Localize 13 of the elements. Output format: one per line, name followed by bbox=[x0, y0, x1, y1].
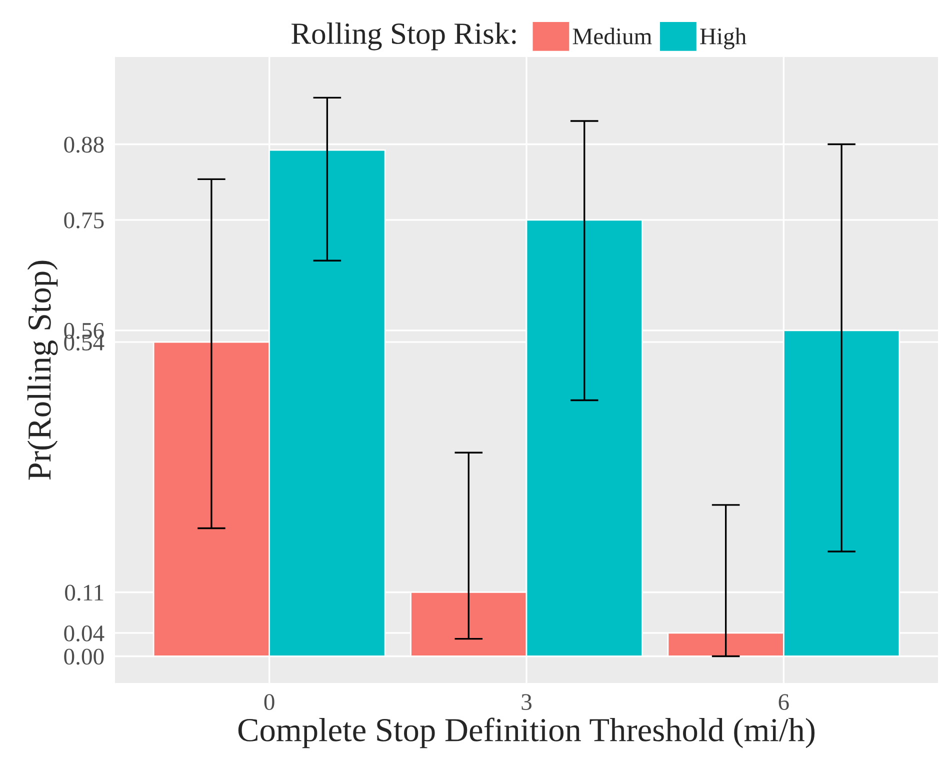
y-tick-label: 0.04 bbox=[64, 625, 104, 642]
y-tick-label: 0.88 bbox=[64, 136, 104, 153]
x-tick-label: 0 bbox=[264, 694, 274, 710]
y-tick-label: 0.00 bbox=[64, 648, 104, 665]
x-tick-label: 6 bbox=[778, 694, 789, 710]
x-axis-title: Complete Stop Definition Threshold (mi/h) bbox=[238, 718, 815, 748]
legend-title: Rolling Stop Risk: bbox=[292, 22, 516, 50]
legend-label: Medium bbox=[572, 28, 652, 44]
y-tick-label: 0.75 bbox=[64, 212, 104, 228]
legend-label: High bbox=[700, 28, 746, 50]
x-tick-label: 3 bbox=[522, 694, 532, 710]
y-axis-title: Pr(Rolling Stop) bbox=[27, 260, 58, 480]
y-tick-label: 0.11 bbox=[65, 584, 104, 601]
